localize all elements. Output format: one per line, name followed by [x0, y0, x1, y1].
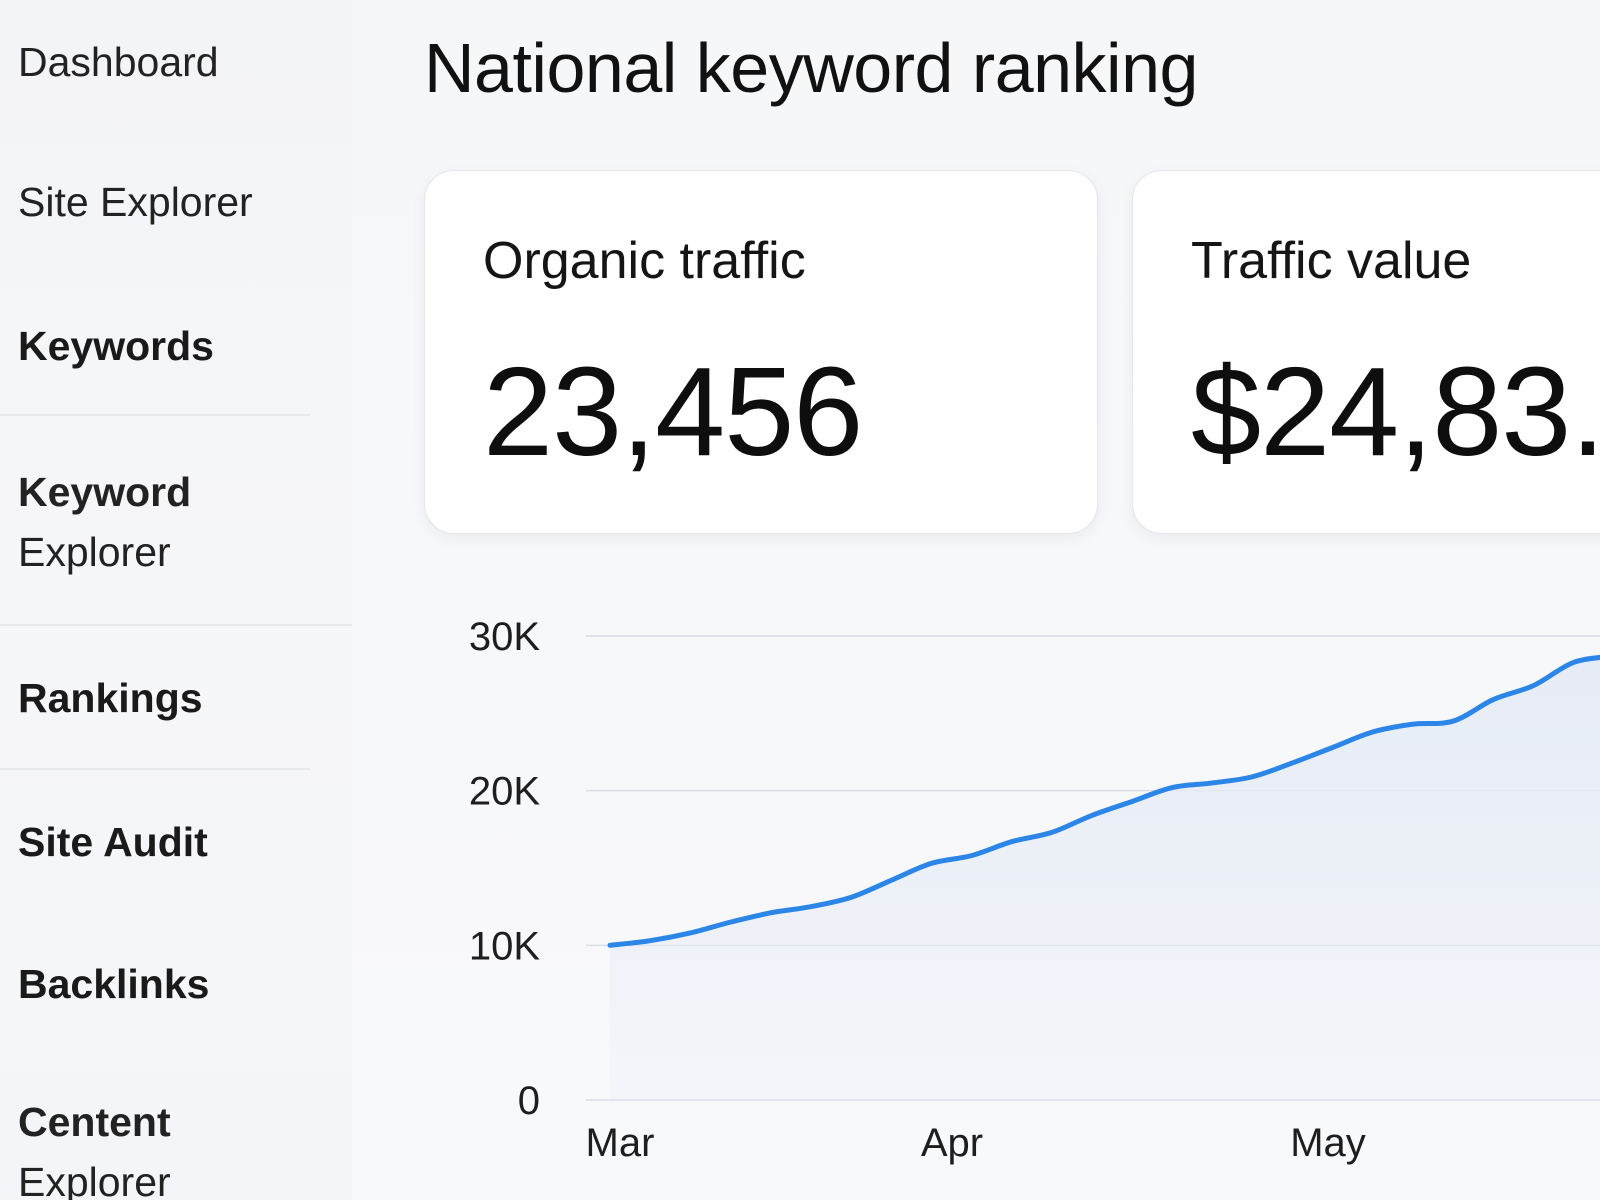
- organic-traffic-card[interactable]: Organic traffic 23,456: [424, 170, 1098, 534]
- y-tick-label: 10K: [469, 924, 540, 968]
- sidebar-item-rankings[interactable]: Rankings: [18, 675, 203, 721]
- y-tick-label: 20K: [469, 770, 540, 814]
- sidebar-item-label-line: Centent: [18, 1099, 171, 1145]
- sidebar-item-site-audit[interactable]: Site Audit: [18, 819, 208, 865]
- card-body: Organic traffic 23,456: [425, 171, 1097, 533]
- card-value: 23,456: [483, 341, 863, 482]
- series-area: [610, 657, 1600, 1100]
- traffic-chart: 0 10K 20K 30K Mar Apr May: [352, 600, 1600, 1200]
- sidebar-divider: [0, 624, 352, 626]
- sidebar-item-content-explorer[interactable]: Centent Explorer: [18, 1092, 318, 1200]
- main-content: National keyword ranking Organic traffic…: [352, 0, 1600, 1200]
- page-title: National keyword ranking: [424, 29, 1198, 107]
- sidebar-item-site-explorer[interactable]: Site Explorer: [18, 179, 253, 225]
- sidebar-item-label-line: Keyword: [18, 469, 192, 515]
- sidebar-item-keyword-explorer[interactable]: Keyword Explorer: [18, 462, 318, 582]
- y-tick-label: 0: [518, 1079, 540, 1123]
- sidebar: Dashboard Site Explorer Keywords Keyword…: [0, 0, 353, 1200]
- y-tick-label: 30K: [469, 615, 540, 659]
- series-line[interactable]: [607, 654, 1600, 948]
- sidebar-divider: [0, 768, 310, 770]
- card-value: $24,83.: [1191, 341, 1600, 482]
- sidebar-item-backlinks[interactable]: Backlinks: [18, 961, 210, 1007]
- x-tick-label: May: [1290, 1121, 1366, 1165]
- sidebar-item-dashboard[interactable]: Dashboard: [18, 39, 219, 85]
- x-tick-label: Mar: [586, 1121, 655, 1165]
- card-body: Traffic value $24,83.: [1133, 171, 1600, 533]
- sidebar-divider: [0, 414, 310, 416]
- traffic-value-card[interactable]: Traffic value $24,83.: [1132, 170, 1600, 534]
- traffic-chart-svg: 0 10K 20K 30K Mar Apr May: [469, 615, 1600, 1165]
- sidebar-item-label-line: Explorer: [18, 529, 171, 575]
- card-label: Organic traffic: [483, 232, 806, 290]
- x-tick-label: Apr: [921, 1121, 983, 1165]
- sidebar-item-keywords[interactable]: Keywords: [18, 323, 214, 369]
- sidebar-item-label-line: Explorer: [18, 1159, 171, 1200]
- card-label: Traffic value: [1191, 232, 1472, 290]
